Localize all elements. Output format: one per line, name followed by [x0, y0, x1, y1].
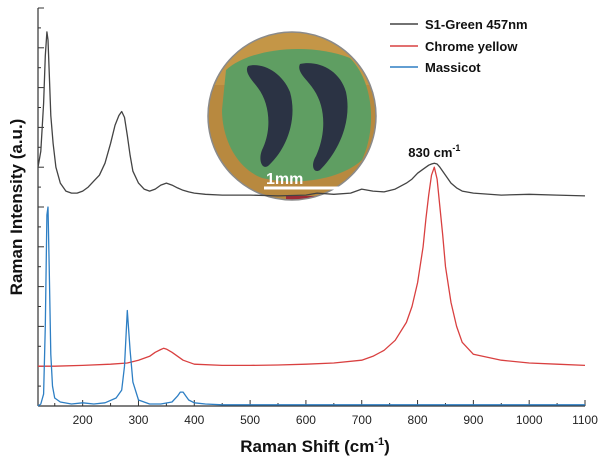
inset-scale-label: 1mm [266, 171, 303, 188]
x-tick-label-200: 200 [73, 413, 93, 427]
inset-micrograph [208, 32, 376, 200]
y-axis-title: Raman Intensity (a.u.) [7, 119, 26, 296]
inset-border [207, 31, 377, 201]
legend-label-massicot: Massicot [425, 60, 481, 75]
x-tick-label-700: 700 [352, 413, 372, 427]
x-tick-label-1000: 1000 [516, 413, 543, 427]
x-axis-title-main: Raman Shift (cm [240, 437, 374, 456]
x-tick-label-600: 600 [296, 413, 316, 427]
x-axis-title-sup: -1 [374, 436, 384, 448]
inset-red-spot [286, 196, 326, 200]
inset-green-region [222, 48, 372, 182]
x-tick-label-300: 300 [128, 413, 148, 427]
x-axis-title: Raman Shift (cm-1) [240, 436, 390, 456]
legend-label-s1-green: S1-Green 457nm [425, 17, 528, 32]
y-axis-ticks [38, 7, 44, 407]
x-tick-label-500: 500 [240, 413, 260, 427]
series-line-massicot [37, 206, 585, 407]
x-tick-label-400: 400 [184, 413, 204, 427]
legend-label-chrome-yellow: Chrome yellow [425, 39, 518, 54]
peak-annotation: 830 cm-1 [408, 143, 460, 160]
x-tick-label-800: 800 [408, 413, 428, 427]
peak-annotation-main: 830 cm [408, 145, 452, 160]
x-axis-tick-labels: 200 300 400 500 600 700 800 900 1000 1100 [73, 413, 599, 427]
x-tick-label-900: 900 [463, 413, 483, 427]
legend: S1-Green 457nm Chrome yellow Massicot [390, 17, 528, 75]
x-tick-label-1100: 1100 [572, 413, 598, 427]
series-line-chrome-yellow [38, 166, 586, 367]
x-axis-title-end: ) [384, 437, 390, 456]
series-line-s1-green-457nm [37, 31, 586, 197]
peak-annotation-sup: -1 [452, 143, 460, 153]
series-group [37, 31, 586, 407]
inset-dark-fish-2 [299, 63, 348, 172]
inset-dark-fish-1 [246, 65, 293, 167]
